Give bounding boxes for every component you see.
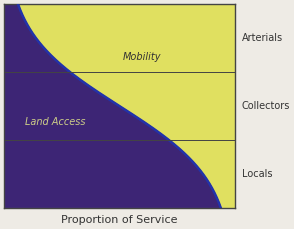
Text: Mobility: Mobility	[123, 52, 162, 62]
Polygon shape	[4, 4, 221, 208]
Polygon shape	[18, 4, 235, 208]
Text: Collectors: Collectors	[242, 101, 290, 111]
Text: Locals: Locals	[242, 169, 272, 179]
X-axis label: Proportion of Service: Proportion of Service	[61, 215, 178, 225]
Text: Arterials: Arterials	[242, 33, 283, 43]
Text: Land Access: Land Access	[25, 117, 85, 127]
